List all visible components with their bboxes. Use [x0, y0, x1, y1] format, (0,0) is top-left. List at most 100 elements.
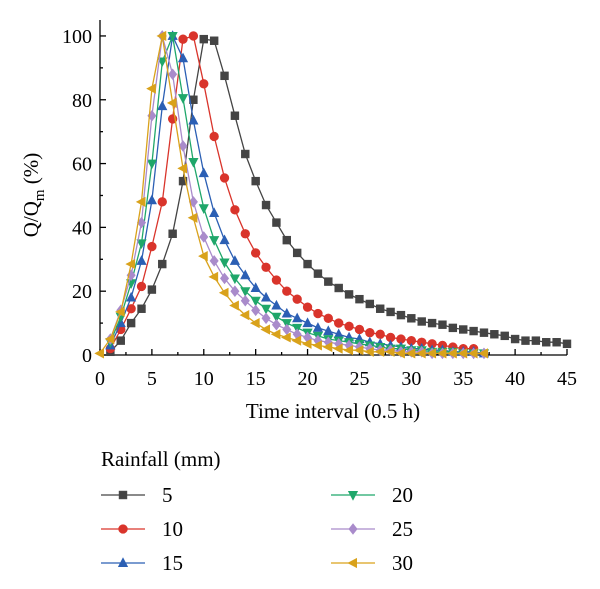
legend-label: 20	[392, 483, 413, 507]
data-point	[219, 173, 230, 183]
legend-label: 10	[162, 517, 183, 541]
data-point	[271, 275, 282, 285]
data-point	[157, 197, 167, 207]
data-point	[436, 348, 447, 359]
data-point	[292, 248, 302, 258]
series-30	[94, 30, 488, 359]
data-point	[166, 97, 177, 109]
data-point	[562, 339, 572, 349]
data-point	[229, 274, 241, 285]
data-point	[136, 239, 147, 250]
legend-marker	[348, 523, 358, 535]
data-point	[457, 348, 468, 359]
data-point	[136, 255, 147, 265]
data-point	[156, 30, 167, 42]
legend-label: 5	[162, 483, 173, 507]
legend-marker	[118, 490, 128, 500]
data-point	[260, 304, 272, 315]
data-point	[395, 348, 405, 359]
data-point	[115, 306, 125, 318]
y-tick-label: 80	[72, 90, 92, 112]
legend-title: Rainfall (mm)	[101, 447, 221, 471]
data-point	[249, 317, 260, 329]
data-point	[500, 331, 509, 341]
data-point	[375, 329, 385, 339]
legend-item-5: 5	[101, 483, 173, 507]
data-point	[208, 271, 219, 282]
data-point	[324, 277, 333, 286]
data-point	[344, 290, 354, 299]
x-tick-label: 15	[246, 368, 266, 390]
data-point	[126, 291, 137, 302]
legend-marker	[117, 557, 129, 567]
data-point	[312, 322, 324, 332]
data-point	[343, 345, 354, 356]
data-point	[355, 294, 364, 304]
data-point	[251, 304, 261, 317]
data-point	[531, 336, 541, 345]
data-point	[198, 167, 209, 178]
data-point	[167, 31, 178, 42]
legend-marker	[347, 491, 359, 501]
legend: 5 10 15 20 25 30	[101, 483, 413, 575]
data-point	[146, 159, 157, 170]
data-point	[375, 304, 385, 313]
data-point	[354, 324, 365, 335]
data-point	[365, 327, 375, 338]
data-point	[552, 338, 561, 347]
data-point	[250, 282, 261, 292]
data-point	[292, 294, 302, 304]
data-point	[240, 269, 251, 280]
data-point	[157, 57, 168, 68]
series-line-5	[109, 38, 568, 353]
data-point	[344, 321, 354, 331]
data-point	[323, 313, 333, 323]
x-tick-label: 5	[147, 368, 157, 390]
data-point	[261, 200, 271, 210]
data-point	[467, 348, 478, 359]
data-point	[323, 325, 334, 336]
data-point	[405, 348, 416, 359]
data-point	[251, 176, 260, 186]
data-point	[209, 207, 220, 218]
data-point	[302, 317, 313, 328]
data-point	[240, 287, 251, 297]
legend-item-20: 20	[331, 483, 413, 507]
data-point	[220, 272, 230, 285]
data-point	[230, 111, 240, 120]
data-point	[250, 296, 261, 307]
data-point	[240, 294, 250, 307]
data-point	[271, 312, 282, 323]
data-point	[230, 205, 240, 215]
data-point	[198, 250, 208, 262]
data-point	[209, 255, 219, 267]
data-point	[281, 307, 292, 318]
data-point	[261, 312, 271, 325]
data-point	[209, 36, 219, 45]
data-point	[447, 348, 457, 359]
data-point	[147, 285, 157, 294]
data-point	[332, 343, 343, 354]
data-point	[199, 79, 209, 89]
data-point	[303, 259, 312, 269]
legend-marker	[118, 524, 128, 534]
legend-marker	[347, 557, 357, 569]
data-point	[229, 255, 241, 265]
series-5	[106, 34, 572, 357]
x-tick-label: 40	[505, 368, 525, 390]
data-point	[312, 340, 322, 351]
data-point	[168, 68, 178, 81]
data-point	[178, 176, 188, 186]
data-point	[469, 326, 478, 336]
data-point	[384, 346, 395, 357]
data-point	[396, 310, 406, 320]
data-point	[542, 338, 551, 347]
x-tick-label: 0	[95, 368, 105, 390]
data-point	[199, 34, 208, 44]
data-point	[188, 31, 199, 41]
data-point	[301, 338, 312, 349]
y-axis-title: Q/Qm (%)	[19, 153, 48, 238]
data-point	[302, 302, 313, 312]
data-point	[271, 299, 282, 310]
